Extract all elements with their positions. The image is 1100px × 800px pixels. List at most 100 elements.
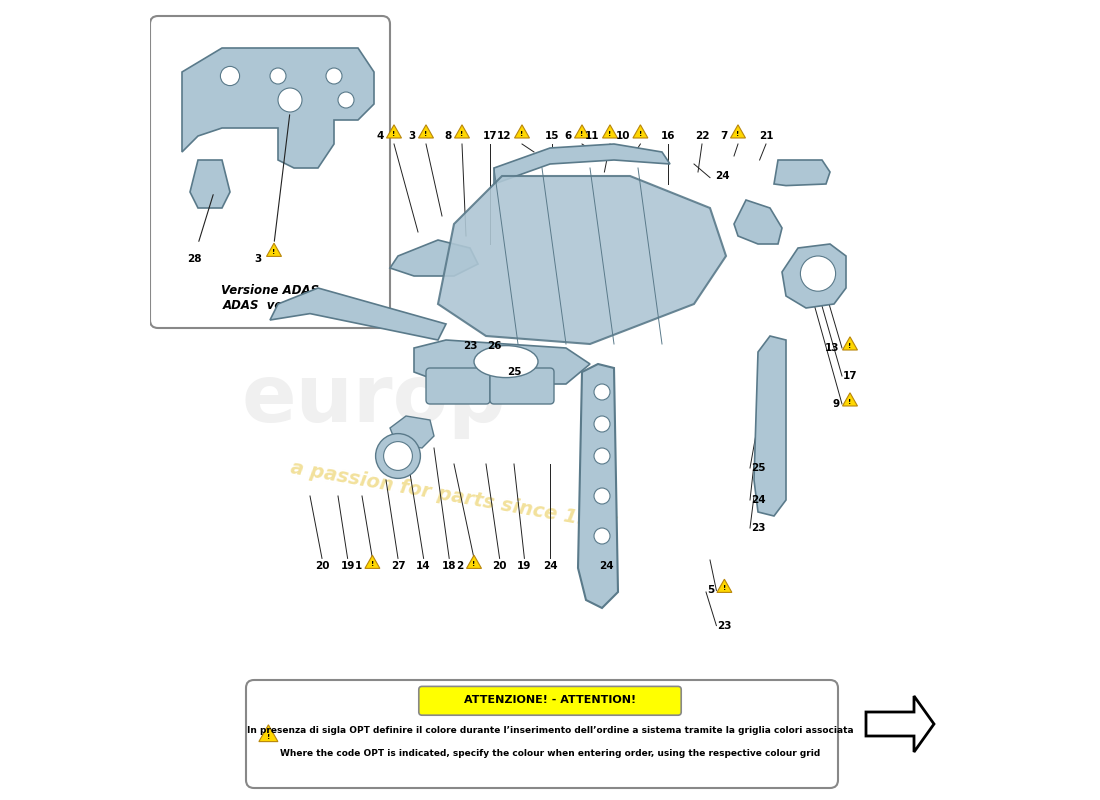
Polygon shape xyxy=(632,125,648,138)
Circle shape xyxy=(594,488,610,504)
Text: 4: 4 xyxy=(376,131,384,141)
Polygon shape xyxy=(266,243,282,256)
Text: Where the code OPT is indicated, specify the colour when entering order, using t: Where the code OPT is indicated, specify… xyxy=(279,749,821,758)
Polygon shape xyxy=(438,176,726,344)
Polygon shape xyxy=(734,200,782,244)
Polygon shape xyxy=(603,125,617,138)
Polygon shape xyxy=(386,125,402,138)
Text: Versione ADAS
ADAS  version: Versione ADAS ADAS version xyxy=(221,284,319,312)
Text: !: ! xyxy=(608,131,612,137)
Polygon shape xyxy=(843,393,858,406)
Text: !: ! xyxy=(581,131,584,137)
Text: !: ! xyxy=(461,131,463,137)
Circle shape xyxy=(594,448,610,464)
Polygon shape xyxy=(365,555,380,568)
Text: !: ! xyxy=(723,586,726,591)
FancyBboxPatch shape xyxy=(150,16,390,328)
Circle shape xyxy=(278,88,303,112)
Text: 14: 14 xyxy=(416,562,431,571)
Text: 24: 24 xyxy=(542,562,558,571)
FancyBboxPatch shape xyxy=(419,686,681,715)
Polygon shape xyxy=(515,125,529,138)
FancyBboxPatch shape xyxy=(490,368,554,404)
Polygon shape xyxy=(182,48,374,168)
Text: 16: 16 xyxy=(661,131,675,141)
Text: 7: 7 xyxy=(720,131,727,141)
Circle shape xyxy=(270,68,286,84)
FancyBboxPatch shape xyxy=(246,680,838,788)
Text: !: ! xyxy=(273,250,276,255)
Circle shape xyxy=(326,68,342,84)
Polygon shape xyxy=(782,244,846,308)
Circle shape xyxy=(384,442,412,470)
Text: 8: 8 xyxy=(444,131,452,141)
Text: 19: 19 xyxy=(517,562,531,571)
Text: 3: 3 xyxy=(408,131,416,141)
Text: !: ! xyxy=(371,562,374,567)
Text: ATTENZIONE! - ATTENTION!: ATTENZIONE! - ATTENTION! xyxy=(464,695,636,706)
Ellipse shape xyxy=(474,346,538,378)
Text: 13: 13 xyxy=(825,343,839,353)
Text: !: ! xyxy=(639,131,642,137)
Text: 5: 5 xyxy=(706,586,714,595)
Circle shape xyxy=(594,528,610,544)
Text: 23: 23 xyxy=(463,342,477,351)
Text: 9: 9 xyxy=(833,399,839,409)
FancyBboxPatch shape xyxy=(426,368,490,404)
Circle shape xyxy=(801,256,836,291)
Text: 21: 21 xyxy=(759,131,773,141)
Text: 26: 26 xyxy=(486,342,502,351)
Text: !: ! xyxy=(393,131,396,137)
Text: 10: 10 xyxy=(616,131,630,141)
Text: 3: 3 xyxy=(255,254,262,264)
Text: !: ! xyxy=(425,131,428,137)
Polygon shape xyxy=(574,125,590,138)
Polygon shape xyxy=(578,364,618,608)
Polygon shape xyxy=(494,144,670,184)
Polygon shape xyxy=(454,125,470,138)
Text: 25: 25 xyxy=(750,463,766,473)
Text: 24: 24 xyxy=(715,171,729,181)
Polygon shape xyxy=(190,160,230,208)
Text: 20: 20 xyxy=(315,562,329,571)
Circle shape xyxy=(220,66,240,86)
Text: 17: 17 xyxy=(843,371,857,381)
Text: 6: 6 xyxy=(564,131,572,141)
Polygon shape xyxy=(270,288,446,340)
Text: !: ! xyxy=(472,562,475,567)
Text: 15: 15 xyxy=(544,131,559,141)
Polygon shape xyxy=(843,337,858,350)
Circle shape xyxy=(594,384,610,400)
Text: 28: 28 xyxy=(187,254,201,264)
Text: !: ! xyxy=(848,343,851,349)
Circle shape xyxy=(375,434,420,478)
Polygon shape xyxy=(866,696,934,752)
Text: 20: 20 xyxy=(493,562,507,571)
Text: !: ! xyxy=(848,399,851,405)
Polygon shape xyxy=(774,160,830,186)
Polygon shape xyxy=(730,125,746,138)
Text: 25: 25 xyxy=(507,367,521,377)
Text: 27: 27 xyxy=(390,562,405,571)
Polygon shape xyxy=(717,579,732,592)
Text: In presenza di sigla OPT definire il colore durante l’inserimento dell’ordine a : In presenza di sigla OPT definire il col… xyxy=(246,726,854,735)
Polygon shape xyxy=(414,340,590,384)
Polygon shape xyxy=(754,336,786,516)
Text: 18: 18 xyxy=(442,562,456,571)
Text: 11: 11 xyxy=(585,131,600,141)
Text: europ: europ xyxy=(242,361,506,439)
Polygon shape xyxy=(258,725,278,742)
Text: 22: 22 xyxy=(695,131,710,141)
Text: 2: 2 xyxy=(456,562,463,571)
Text: 23: 23 xyxy=(717,621,732,630)
Text: 24: 24 xyxy=(750,495,766,505)
Circle shape xyxy=(338,92,354,108)
Text: a passion for parts since 1985: a passion for parts since 1985 xyxy=(289,458,619,534)
Text: 12: 12 xyxy=(497,131,512,141)
Text: !: ! xyxy=(267,734,270,739)
Polygon shape xyxy=(390,240,478,276)
Text: 1: 1 xyxy=(354,562,362,571)
Text: 17: 17 xyxy=(483,131,497,141)
Text: !: ! xyxy=(520,131,524,137)
Circle shape xyxy=(594,416,610,432)
